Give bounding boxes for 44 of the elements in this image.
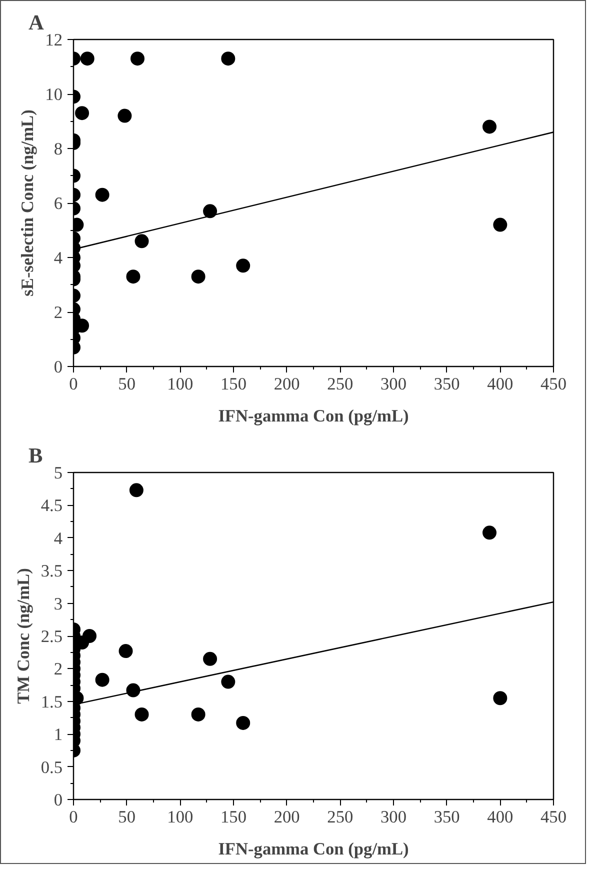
y-tick-label: 12 [45, 30, 62, 50]
x-axis-title: IFN-gamma Con (pg/mL) [218, 840, 410, 858]
x-tick-label: 250 [327, 808, 354, 826]
y-tick-label: 1.5 [40, 692, 63, 712]
x-tick-label: 200 [274, 374, 300, 394]
chart-title: B [28, 444, 43, 468]
y-tick-label: 0 [54, 358, 63, 376]
x-tick-label: 250 [327, 374, 354, 394]
x-tick-label: 50 [118, 808, 136, 826]
y-tick-label: 2.5 [40, 627, 63, 646]
x-axis-title: IFN-gamma Con (pg/mL) [218, 406, 410, 426]
y-tick-label: 8 [54, 140, 63, 158]
x-tick-label: 200 [274, 808, 300, 826]
x-tick-label: 0 [69, 808, 78, 826]
y-tick-label: 1 [54, 725, 63, 744]
y-tick-label: 2 [54, 303, 63, 322]
y-tick-label: 4 [54, 528, 63, 548]
x-tick-label: 0 [69, 374, 78, 394]
y-tick-label: 0 [54, 790, 63, 810]
x-tick-label: 150 [220, 374, 247, 394]
x-tick-label: 100 [167, 374, 194, 394]
y-tick-label: 3 [54, 594, 63, 614]
y-tick-label: 4.5 [40, 496, 63, 516]
x-tick-label: 50 [118, 374, 136, 394]
y-tick-label: 6 [54, 194, 63, 213]
y-tick-label: 10 [45, 85, 62, 104]
y-tick-label: 2 [54, 660, 63, 679]
x-tick-label: 450 [540, 374, 567, 394]
x-tick-label: 400 [487, 374, 514, 394]
x-tick-label: 450 [540, 808, 567, 826]
y-tick-label: 3.5 [40, 562, 63, 581]
y-axis-title: TM Conc (ng/mL) [14, 568, 33, 704]
y-axis-title: sE-selectin Conc (ng/mL) [18, 109, 38, 296]
x-tick-label: 150 [220, 808, 247, 826]
x-tick-label: 350 [434, 808, 460, 826]
y-tick-label: 0.5 [40, 758, 63, 777]
y-tick-label: 5 [54, 464, 63, 482]
x-tick-label: 100 [167, 808, 194, 826]
chart-title: A [28, 10, 44, 34]
y-tick-label: 4 [54, 248, 63, 268]
x-tick-label: 400 [487, 808, 514, 826]
x-tick-label: 300 [380, 374, 407, 394]
x-tick-label: 300 [380, 808, 407, 826]
x-tick-label: 350 [434, 374, 460, 394]
